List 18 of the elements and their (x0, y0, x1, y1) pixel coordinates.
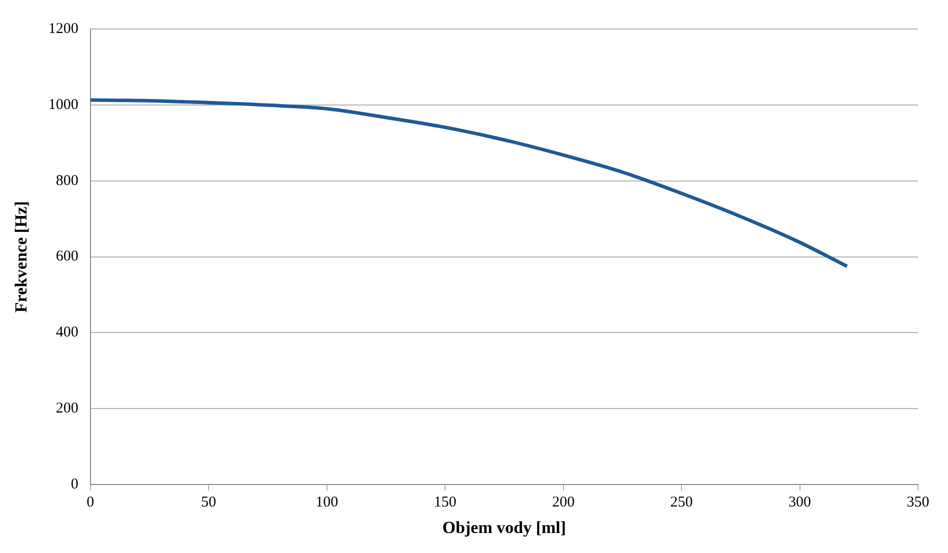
y-tick-label: 200 (56, 400, 78, 417)
line-series (90, 98, 849, 268)
x-tick-label: 250 (670, 494, 693, 511)
x-tick-label: 200 (552, 494, 575, 511)
x-tick-label: 350 (906, 494, 930, 511)
x-tick-label: 0 (86, 494, 94, 511)
x-tick-label: 100 (316, 494, 338, 511)
x-axis-title: Objem vody [ml] (442, 518, 566, 538)
x-tick-label: 300 (788, 494, 812, 511)
x-tick-label: 50 (201, 494, 216, 511)
y-tick-label: 600 (56, 248, 78, 265)
x-tick-label: 150 (434, 494, 456, 511)
y-tick-label: 400 (56, 324, 78, 341)
y-tick-label: 1000 (48, 96, 78, 113)
y-tick-label: 0 (70, 476, 78, 493)
y-tick-label: 800 (56, 172, 78, 189)
y-axis-title: Frekvence [Hz] (12, 201, 31, 313)
y-tick-label: 1200 (48, 20, 78, 37)
